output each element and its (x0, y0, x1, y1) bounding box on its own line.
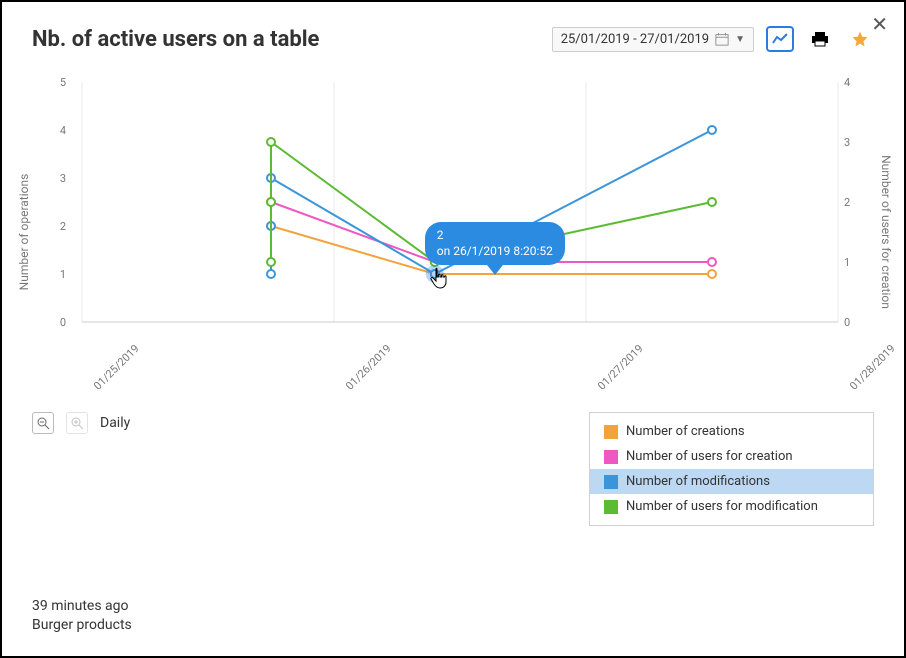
y-right-tick: 1 (844, 256, 856, 269)
y-left-tick: 4 (54, 124, 66, 137)
y-left-tick: 0 (54, 316, 66, 329)
chart-area: Number of operations Number of users for… (32, 72, 878, 392)
y-left-axis-label: Number of operations (17, 174, 31, 291)
y-left-tick: 1 (54, 268, 66, 281)
legend-label: Number of modifications (626, 474, 770, 489)
zoom-in-button[interactable] (66, 412, 88, 434)
star-icon (851, 30, 869, 48)
legend-item[interactable]: Number of modifications (590, 469, 873, 494)
y-right-axis-label: Number of users for creation (879, 155, 893, 309)
print-icon (811, 31, 829, 47)
date-range-picker[interactable]: 25/01/2019 - 27/01/2019 ▼ (552, 27, 754, 52)
y-right-tick: 2 (844, 196, 856, 209)
caret-down-icon: ▼ (735, 34, 745, 45)
interval-label: Daily (100, 415, 130, 431)
tooltip-value: 2 (437, 228, 553, 244)
footer-source: Burger products (32, 616, 132, 636)
legend-item[interactable]: Number of users for modification (590, 494, 873, 519)
legend-swatch (604, 450, 618, 464)
footer-timestamp: 39 minutes ago (32, 597, 132, 617)
y-left-tick: 5 (54, 76, 66, 89)
legend: Number of creations Number of users for c… (589, 412, 874, 526)
chart-type-button[interactable] (766, 26, 794, 52)
footer: 39 minutes ago Burger products (32, 597, 132, 636)
tooltip-detail: on 26/1/2019 8:20:52 (437, 244, 553, 260)
date-range-text: 25/01/2019 - 27/01/2019 (561, 32, 709, 47)
tooltip-tail (487, 265, 503, 275)
pointer-cursor-icon (429, 266, 449, 295)
y-right-tick: 3 (844, 136, 856, 149)
zoom-in-icon (70, 416, 84, 430)
line-chart-icon (772, 32, 788, 46)
zoom-out-icon (36, 416, 50, 430)
zoom-controls: Daily (32, 412, 130, 434)
zoom-out-button[interactable] (32, 412, 54, 434)
y-right-tick: 0 (844, 316, 856, 329)
print-button[interactable] (806, 26, 834, 52)
legend-item[interactable]: Number of creations (590, 419, 873, 444)
legend-item[interactable]: Number of users for creation (590, 444, 873, 469)
page-title: Nb. of active users on a table (32, 27, 319, 52)
controls-row: Daily Number of creations Number of users… (2, 392, 904, 526)
legend-label: Number of users for modification (626, 499, 818, 514)
legend-swatch (604, 425, 618, 439)
header: Nb. of active users on a table 25/01/201… (2, 2, 904, 62)
legend-label: Number of users for creation (626, 449, 793, 464)
calendar-icon (715, 32, 729, 46)
chart-tooltip: 2 on 26/1/2019 8:20:52 (425, 222, 565, 265)
y-right-tick: 4 (844, 76, 856, 89)
legend-swatch (604, 500, 618, 514)
y-left-tick: 2 (54, 220, 66, 233)
close-icon[interactable]: ✕ (871, 12, 888, 36)
favorite-button[interactable] (846, 26, 874, 52)
legend-label: Number of creations (626, 424, 745, 439)
y-left-tick: 3 (54, 172, 66, 185)
header-actions: 25/01/2019 - 27/01/2019 ▼ (552, 26, 874, 52)
legend-swatch (604, 475, 618, 489)
